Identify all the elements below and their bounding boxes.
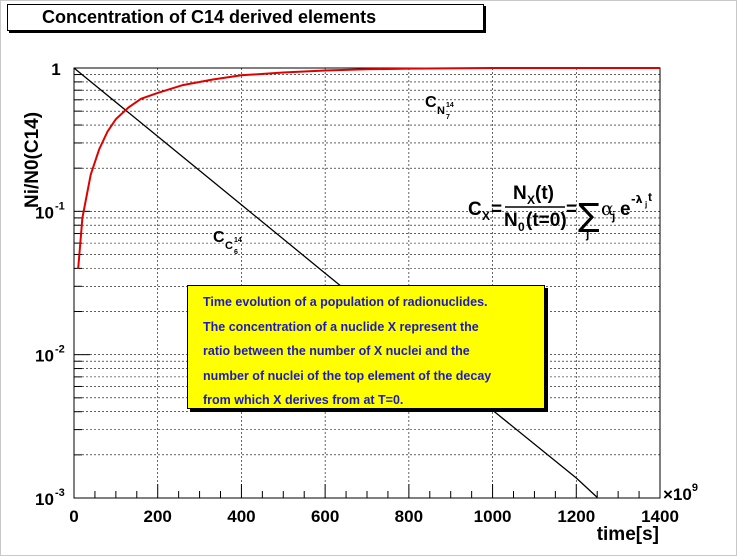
y-tick-label: 10 — [35, 490, 54, 509]
x-tick-label: 1400 — [641, 507, 679, 526]
grid — [74, 68, 660, 498]
series-label-main: C — [425, 94, 437, 111]
annotation-line-4: number of nuclei of the top element of t… — [203, 368, 492, 383]
series-line-c-n14 — [77, 67, 660, 269]
x-tick-label: 200 — [144, 507, 172, 526]
series-label-c-n14: C N 14 7 — [425, 94, 454, 121]
axes-frame — [73, 67, 661, 499]
formula-alpha: α — [601, 198, 614, 220]
annotation-line-5: from which X derives from at T=0. — [203, 393, 404, 407]
annotation-line-2: The concentration of a nuclide X represe… — [203, 319, 479, 334]
y-tick-label: 10 — [35, 203, 54, 222]
x-tick-label: 600 — [311, 507, 339, 526]
formula-eq: = — [491, 199, 502, 220]
formula-exp-base: e — [620, 199, 631, 220]
formula-denominator: N — [504, 210, 518, 231]
formula-numerator: N — [513, 183, 527, 204]
y-tick-exponent: -3 — [55, 487, 65, 499]
formula-lhs: C — [468, 199, 482, 220]
series-label-subscript: C — [225, 240, 233, 252]
x-axis-title: time[s] — [597, 524, 659, 545]
x-axis-exponent-power: 9 — [692, 482, 698, 494]
series-label-atomic-number: 7 — [446, 114, 450, 121]
series-label-mass-number: 14 — [234, 237, 242, 244]
y-tick-exponent: -2 — [55, 344, 65, 356]
formula-numerator-sub: X — [527, 193, 535, 207]
formula-eq2: = — [566, 199, 577, 220]
formula-exp-sup-sub: j — [644, 200, 647, 209]
series-label-atomic-number: 6 — [234, 249, 238, 256]
formula-sum-sub: j — [585, 227, 589, 241]
formula-exp-sup: -λ — [631, 193, 643, 206]
annotation-line-3: ratio between the number of X nuclei and… — [203, 344, 470, 358]
x-tick-label: 0 — [69, 507, 78, 526]
annotation-line-1: Time evolution of a population of radion… — [203, 295, 488, 309]
chart-title: Concentration of C14 derived elements — [7, 4, 484, 31]
formula-sum: ∑ — [578, 196, 600, 234]
series — [73, 67, 660, 498]
x-tick-label: 400 — [227, 507, 255, 526]
ticks — [73, 67, 661, 499]
x-axis-exponent: ×109 — [663, 482, 698, 504]
series-line-c-c14 — [73, 67, 598, 498]
series-label-main: C — [213, 229, 225, 246]
annotation-box: Time evolution of a population of radion… — [187, 285, 545, 409]
y-tick-labels: 10 -310 -210 -11 — [35, 60, 65, 509]
formula-numerator-arg: (t) — [535, 183, 554, 204]
x-tick-label: 1200 — [557, 507, 595, 526]
formula-alpha-sub: j — [611, 209, 615, 223]
formula: C X =N X (t)N 0 (t=0)= ∑jαj e -λ jt — [468, 183, 652, 241]
x-tick-labels: 0 200 400 600 800 1000 1200 1400 — [69, 507, 679, 526]
series-label-subscript: N — [437, 105, 445, 117]
y-axis-title: Ni/N0(C14) — [22, 112, 43, 208]
x-tick-label: 800 — [395, 507, 423, 526]
x-tick-label: 1000 — [474, 507, 512, 526]
formula-denominator-sub: 0 — [518, 220, 525, 234]
formula-denominator-arg: (t=0) — [526, 210, 567, 231]
y-tick-label: 10 — [35, 347, 54, 366]
formula-lhs-sub: X — [482, 209, 490, 223]
series-label-c-c14: C C 146 — [213, 229, 242, 256]
y-tick-exponent: -1 — [55, 200, 65, 212]
y-tick-label: 1 — [51, 60, 60, 79]
formula-exp-sup-t: t — [648, 190, 652, 204]
series-label-mass-number: 14 — [446, 102, 454, 109]
